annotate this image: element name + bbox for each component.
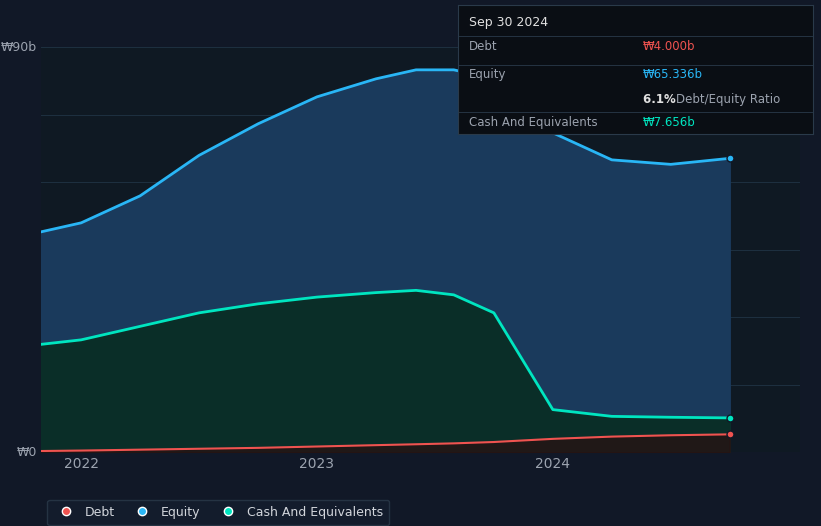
- Text: ₩4.000b: ₩4.000b: [643, 40, 695, 53]
- Text: Sep 30 2024: Sep 30 2024: [469, 16, 548, 28]
- Text: Equity: Equity: [469, 68, 507, 82]
- Text: ₩0: ₩0: [17, 446, 37, 459]
- Text: Debt/Equity Ratio: Debt/Equity Ratio: [677, 93, 781, 106]
- Text: ₩7.656b: ₩7.656b: [643, 116, 695, 129]
- Legend: Debt, Equity, Cash And Equivalents: Debt, Equity, Cash And Equivalents: [48, 500, 389, 525]
- Text: ₩65.336b: ₩65.336b: [643, 68, 703, 82]
- Text: Cash And Equivalents: Cash And Equivalents: [469, 116, 598, 129]
- Text: 6.1%: 6.1%: [643, 93, 680, 106]
- Text: Debt: Debt: [469, 40, 498, 53]
- Text: ₩90b: ₩90b: [1, 41, 37, 54]
